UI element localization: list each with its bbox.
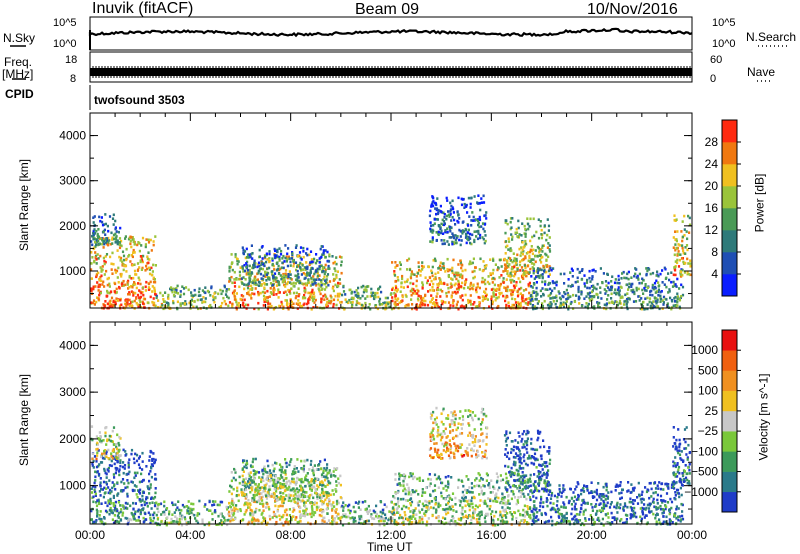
colorbar-segment [722, 370, 737, 391]
y-tick-label: 3000 [59, 385, 86, 399]
x-tick-label: 00:00 [75, 528, 105, 542]
colorbar-tick-label: 4 [711, 267, 718, 281]
colorbar-segment [722, 142, 737, 165]
colorbar-tick-label: 8 [711, 245, 718, 259]
freq-tick-top: 18 [65, 54, 78, 66]
colorbar-tick-label: 12 [705, 223, 719, 237]
echo-region [90, 235, 158, 310]
colorbar-segment [722, 252, 737, 275]
x-tick-label: 16:00 [476, 528, 506, 542]
colorbar-tick-label: 500 [698, 363, 718, 377]
nave-label: Nave [747, 65, 776, 79]
x-tick-label: 04:00 [175, 528, 205, 542]
nsky-strip-frame [89, 16, 693, 51]
x-tick-label: 12:00 [376, 528, 406, 542]
nsearch-tick-bottom: 10^0 [712, 38, 736, 50]
colorbar-tick-label: 20 [705, 179, 719, 193]
nsearch-label: N.Search [746, 30, 797, 44]
colorbar-tick-label: 25 [705, 404, 719, 418]
colorbar-segment [722, 390, 737, 412]
nsky-trace [88, 27, 693, 38]
echo-region [503, 217, 552, 278]
x-tick-label: 08:00 [276, 528, 306, 542]
y-tick-label: 4000 [59, 129, 86, 143]
y-tick-label: 3000 [59, 174, 86, 188]
station-title: Inuvik (fitACF) [92, 0, 194, 17]
colorbar-segment [722, 431, 737, 452]
echo-region [90, 213, 122, 247]
colorbar-segment [722, 350, 737, 371]
freq-tick-bottom: 8 [70, 73, 77, 85]
echo-region [155, 499, 231, 527]
colorbar-segment [722, 208, 737, 231]
nsky-label: N.Sky [3, 31, 36, 45]
x-tick-label: 00:00 [677, 528, 707, 542]
x-axis-label: Time UT [367, 540, 413, 554]
colorbar-segment [722, 186, 737, 209]
nave-tick-top: 60 [710, 54, 723, 66]
echo-region [503, 429, 552, 493]
y-tick-label: 2000 [59, 219, 86, 233]
colorbar-segment [722, 164, 737, 187]
nsky-tick-top: 10^5 [53, 17, 77, 29]
y-tick-label: 4000 [59, 338, 86, 352]
colorbar-tick-label: −100 [691, 444, 718, 458]
colorbar-segment [722, 230, 737, 253]
colorbar-segment [722, 491, 737, 513]
echo-region [90, 448, 158, 526]
nsearch-tick-top: 10^5 [712, 17, 736, 29]
echo-region [391, 257, 532, 311]
colorbar-segment [722, 471, 737, 493]
colorbar-tick-label: 16 [705, 201, 719, 215]
colorbar-tick-label: −25 [698, 424, 719, 438]
echo-region [90, 425, 122, 461]
cpid-label: CPID [5, 87, 34, 101]
echo-region [529, 481, 685, 527]
nsky-tick-bottom: 10^0 [53, 38, 77, 50]
freq-trace [90, 68, 692, 76]
beam-title: Beam 09 [355, 1, 420, 18]
cpid-value: twofsound 3503 [94, 93, 185, 107]
x-tick-label: 20:00 [577, 528, 607, 542]
colorbar-tick-label: −500 [691, 465, 718, 479]
colorbar-segment [722, 274, 737, 297]
freq-unit: [MHz] [2, 67, 34, 81]
colorbar-segment [722, 330, 737, 351]
colorbar-tick-label: 28 [705, 135, 719, 149]
echo-region [428, 194, 488, 247]
date-title: 10/Nov/2016 [587, 1, 678, 18]
y-tick-label: 2000 [59, 432, 86, 446]
colorbar-tick-label: 1000 [691, 343, 718, 357]
echo-region [155, 284, 231, 311]
echo-region [391, 471, 532, 527]
echo-region [341, 500, 393, 527]
echo-region [240, 244, 331, 287]
y-tick-label: 1000 [59, 479, 86, 493]
echo-region [672, 426, 692, 492]
colorbar-segment [722, 410, 737, 432]
colorbar-frame [721, 329, 738, 513]
echo-region [428, 406, 489, 460]
colorbar-tick-label: −1000 [684, 485, 718, 499]
echo-region [341, 284, 394, 311]
colorbar-segment [722, 451, 737, 472]
y-tick-label: 1000 [59, 264, 86, 278]
colorbar-tick-label: 24 [705, 157, 719, 171]
echo-region [672, 214, 692, 278]
colorbar-tick-label: 100 [698, 384, 718, 398]
nave-tick-bottom: 0 [710, 73, 717, 85]
freq-label: Freq. [4, 55, 33, 69]
colorbar-segment [722, 120, 737, 143]
echo-region [240, 457, 331, 503]
echo-region [529, 266, 685, 311]
plot-frame [89, 112, 693, 309]
